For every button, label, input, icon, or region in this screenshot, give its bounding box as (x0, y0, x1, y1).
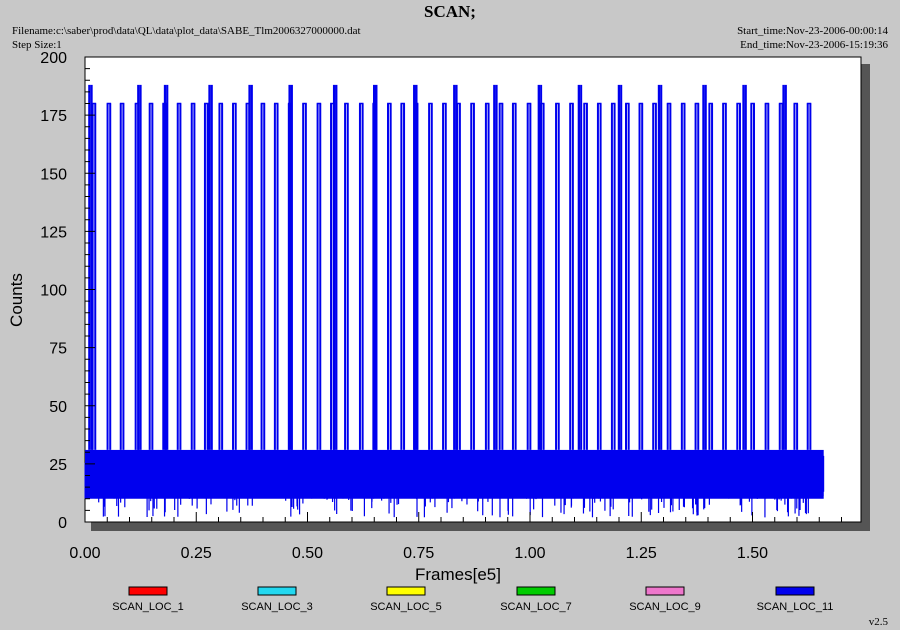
legend-swatch (257, 586, 297, 596)
step-size-text: Step Size:1 (12, 39, 62, 51)
legend: SCAN_LOC_1 SCAN_LOC_3 SCAN_LOC_5 SCAN_LOC_7… (112, 586, 834, 613)
version-label: v2.5 (868, 616, 888, 628)
y-tick-label: 200 (40, 50, 67, 67)
legend-label: SCAN_LOC_1 (112, 601, 184, 613)
legend-swatch (516, 586, 556, 596)
y-tick-label: 100 (40, 283, 67, 300)
end-time-text: End_time:Nov-23-2006-15:19:36 (740, 39, 888, 51)
legend-label: SCAN_LOC_11 (757, 601, 834, 613)
y-tick-label: 150 (40, 166, 67, 183)
x-axis-title: Frames[e5] (415, 565, 501, 584)
x-tick-label: 0.25 (181, 545, 212, 562)
x-tick-label: 0.50 (292, 545, 323, 562)
y-tick-label: 175 (40, 108, 67, 125)
y-tick-label: 50 (49, 399, 67, 416)
x-tick-label: 1.50 (737, 545, 768, 562)
legend-swatch (128, 586, 168, 596)
x-tick-label: 0.00 (69, 545, 100, 562)
y-tick-label: 25 (49, 457, 67, 474)
legend-label: SCAN_LOC_7 (500, 601, 572, 613)
legend-label: SCAN_LOC_9 (629, 601, 701, 613)
legend-swatch (386, 586, 426, 596)
legend-swatch (645, 586, 685, 596)
series-baseline-noise (84, 449, 825, 499)
series-dropouts (98, 496, 809, 518)
chart-title: SCAN; (424, 2, 476, 21)
axis-layer: 0 25 50 75 100 125 150 175 200 0.00 0.25 0.50 0.75 1.… (40, 50, 842, 562)
y-tick-label: 75 (49, 341, 67, 358)
legend-swatch (775, 586, 815, 596)
y-tick-label: 125 (40, 224, 67, 241)
x-tick-label: 0.75 (403, 545, 434, 562)
time-info: Start_time:Nov-23-2006-00:00:14 End_time… (737, 24, 888, 52)
start-time-text: Start_time:Nov-23-2006-00:00:14 (737, 25, 888, 37)
x-tick-label: 1.00 (514, 545, 545, 562)
file-info: Filename:c:\saber\prod\data\QL\data\plot… (12, 24, 361, 52)
filename-text: Filename:c:\saber\prod\data\QL\data\plot… (12, 25, 361, 37)
x-tick-label: 1.25 (626, 545, 657, 562)
legend-label: SCAN_LOC_5 (370, 601, 442, 613)
y-tick-label: 0 (58, 515, 67, 532)
legend-label: SCAN_LOC_3 (241, 601, 313, 613)
y-axis-title: Counts (7, 273, 26, 327)
series-layer (84, 84, 825, 518)
